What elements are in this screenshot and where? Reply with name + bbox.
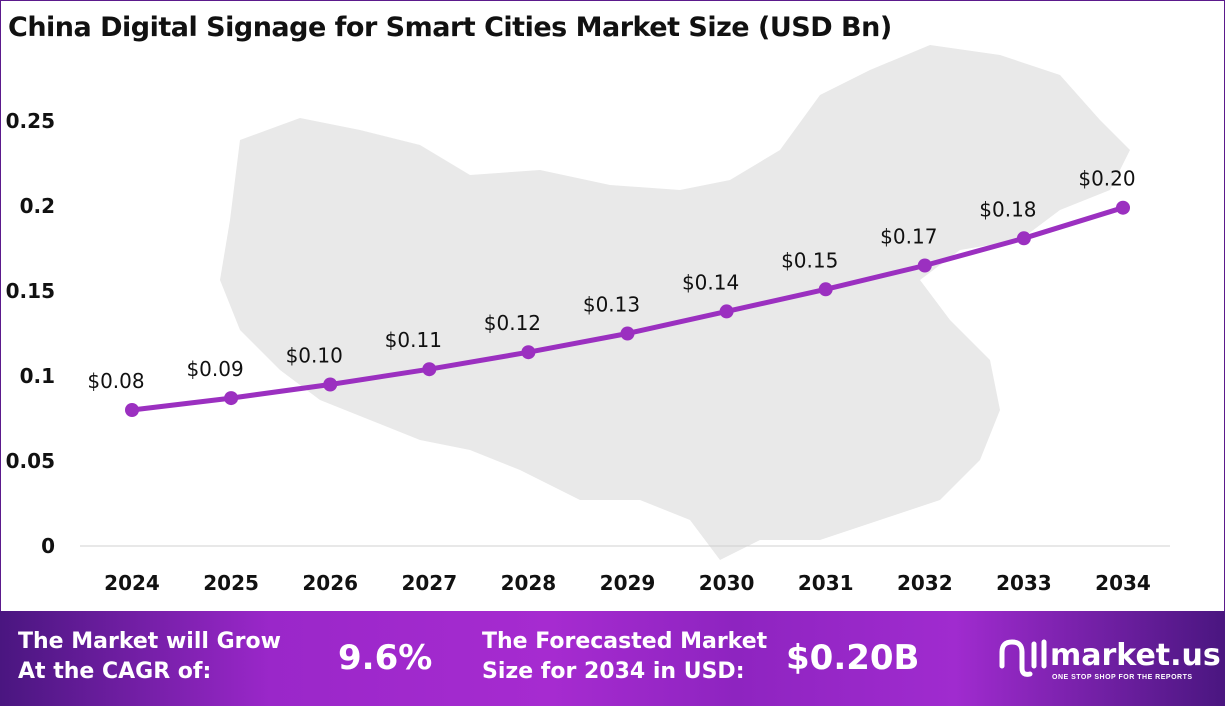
data-label: $0.12 [484, 311, 541, 335]
data-point [1016, 231, 1031, 246]
forecast-label: The Forecasted Market Size for 2034 in U… [482, 627, 767, 687]
cagr-label-line2: At the CAGR of: [18, 659, 212, 684]
data-label: $0.10 [286, 344, 343, 368]
data-point [323, 377, 338, 392]
forecast-value: $0.20B [786, 638, 920, 678]
market-us-logo: market.us ONE STOP SHOP FOR THE REPORTS [998, 638, 1221, 683]
data-label: $0.20 [1078, 167, 1135, 191]
x-tick-label: 2024 [104, 571, 160, 595]
y-tick-label: 0 [41, 534, 55, 558]
x-tick-label: 2028 [501, 571, 557, 595]
x-tick-label: 2026 [302, 571, 358, 595]
logo-tagline: ONE STOP SHOP FOR THE REPORTS [1052, 674, 1193, 681]
data-point [1116, 200, 1130, 215]
data-point [620, 326, 635, 341]
cagr-value: 9.6% [338, 638, 433, 678]
data-label: $0.08 [87, 369, 144, 393]
data-label: $0.09 [186, 357, 243, 381]
cagr-label-line1: The Market will Grow [18, 629, 281, 654]
data-point [917, 258, 932, 273]
x-tick-label: 2032 [897, 571, 953, 595]
data-point [125, 403, 139, 417]
data-label: $0.18 [979, 197, 1036, 221]
data-point [422, 362, 437, 377]
data-point [521, 345, 536, 360]
data-point [224, 391, 239, 406]
x-tick-label: 2027 [401, 571, 457, 595]
data-point [719, 304, 734, 319]
y-tick-label: 0.25 [6, 109, 55, 133]
y-tick-label: 0.05 [6, 449, 55, 473]
y-tick-label: 0.15 [6, 279, 55, 303]
x-tick-label: 2033 [996, 571, 1052, 595]
data-label: $0.14 [682, 270, 739, 294]
forecast-label-line1: The Forecasted Market [482, 629, 768, 654]
x-tick-label: 2025 [203, 571, 259, 595]
data-label: $0.11 [385, 328, 442, 352]
x-tick-label: 2031 [798, 571, 854, 595]
y-tick-label: 0.2 [20, 194, 55, 218]
data-point [818, 282, 833, 297]
line-chart: 0 0.05 0.1 0.15 0.2 0.25 2024 2025 2026 2027 2028… [6, 45, 1170, 595]
data-label: $0.13 [583, 293, 640, 317]
forecast-label-line2: Size for 2034 in USD: [482, 659, 745, 684]
x-tick-label: 2029 [600, 571, 656, 595]
footer-banner: The Market will Grow At the CAGR of: 9.6… [0, 611, 1225, 706]
logo-name: market.us [1050, 638, 1221, 673]
china-map-silhouette [220, 45, 1130, 560]
y-tick-label: 0.1 [20, 364, 55, 388]
market-us-logo-icon [999, 639, 1047, 677]
x-tick-label: 2034 [1095, 571, 1151, 595]
data-label: $0.17 [880, 225, 937, 249]
chart-title: China Digital Signage for Smart Cities M… [8, 12, 892, 43]
data-label: $0.15 [781, 248, 838, 272]
x-tick-label: 2030 [699, 571, 755, 595]
cagr-label: The Market will Grow At the CAGR of: [18, 627, 281, 687]
